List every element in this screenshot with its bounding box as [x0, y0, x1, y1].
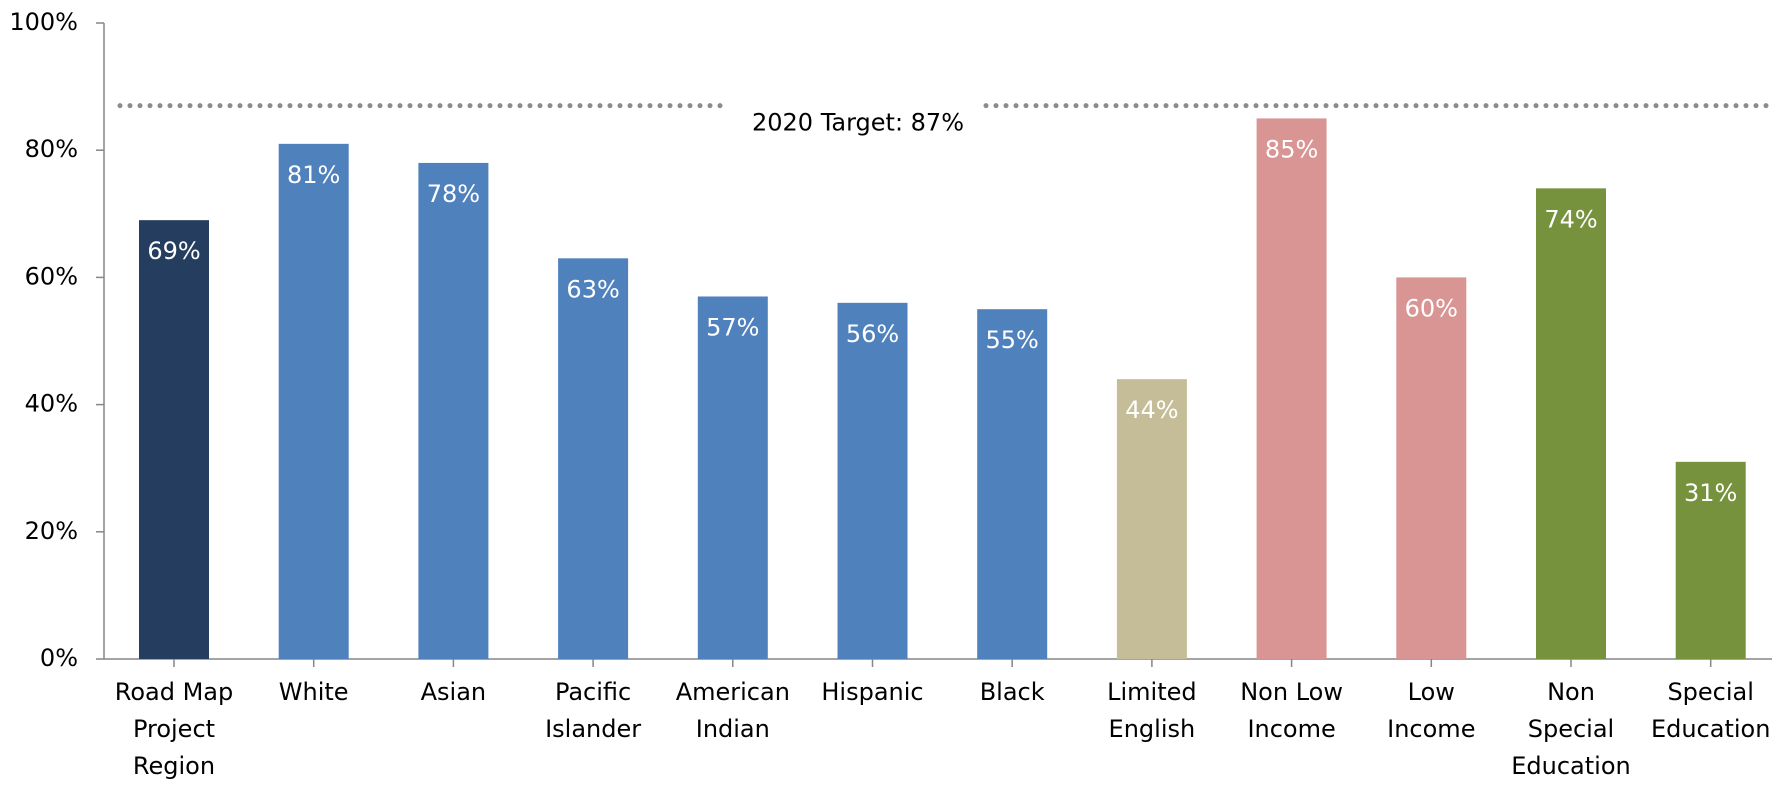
value-label: 55% [986, 326, 1039, 354]
value-label: 69% [147, 237, 200, 265]
value-label: 56% [846, 320, 899, 348]
x-tick-label: Black [979, 678, 1045, 706]
x-tick-label: Non Low Income [1240, 678, 1343, 743]
x-tick-label: Non Special Education [1511, 678, 1631, 780]
x-tick-label: White [278, 678, 349, 706]
x-tick-label: Road Map Project Region [114, 678, 234, 780]
bar [697, 296, 768, 659]
y-tick-label: 60% [25, 262, 78, 290]
value-label: 60% [1405, 294, 1458, 322]
x-tick-label: Asian [420, 678, 487, 706]
bar [837, 302, 908, 659]
y-tick-label: 80% [25, 135, 78, 163]
x-tick-label: Limited English [1107, 678, 1197, 743]
target-label: 2020 Target: 87% [752, 109, 964, 137]
value-label: 57% [706, 313, 759, 341]
bar [977, 309, 1048, 659]
x-tick-label: Low Income [1387, 678, 1476, 743]
value-label: 85% [1265, 135, 1318, 163]
bar [558, 258, 629, 659]
value-label: 31% [1684, 479, 1737, 507]
bar [1116, 379, 1187, 659]
x-tick-label: Special Education [1650, 678, 1771, 743]
bar [1675, 461, 1746, 659]
y-tick-label: 100% [9, 8, 78, 36]
bar [139, 220, 209, 659]
value-label: 81% [287, 161, 340, 189]
x-tick-label: Pacific Islander [545, 678, 642, 743]
bar [418, 162, 489, 660]
value-label: 63% [566, 275, 619, 303]
y-tick-label: 20% [25, 517, 78, 545]
value-label: 78% [427, 180, 480, 208]
bar [1536, 188, 1606, 660]
x-tick-label: Hispanic [821, 678, 924, 706]
y-tick-label: 0% [40, 644, 78, 672]
bar [1396, 277, 1467, 659]
bar [1256, 118, 1327, 659]
value-label: 44% [1125, 396, 1178, 424]
y-tick-label: 40% [25, 390, 78, 418]
bar [278, 143, 349, 660]
x-tick-label: American Indian [675, 678, 790, 743]
value-label: 74% [1544, 205, 1597, 233]
